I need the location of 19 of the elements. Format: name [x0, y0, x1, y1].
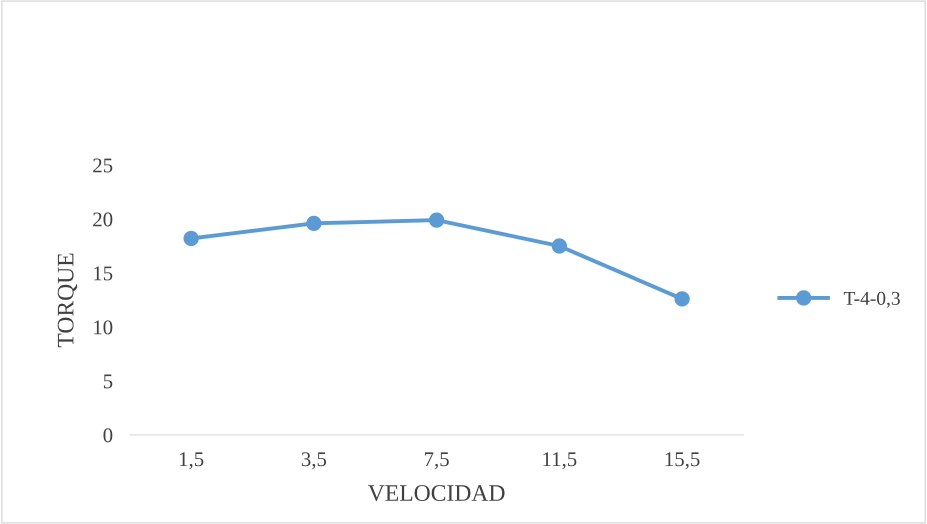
x-axis-title: VELOCIDAD — [368, 485, 505, 502]
legend-label: T-4-0,3 — [844, 292, 900, 308]
y-tick-label: 20 — [93, 212, 112, 226]
y-tick-label: 5 — [104, 374, 112, 388]
x-tick-label: 3,5 — [302, 452, 326, 470]
point — [428, 212, 444, 228]
x-tick-label: 7,5 — [424, 452, 449, 470]
point — [674, 291, 690, 307]
point — [184, 230, 199, 246]
point — [552, 238, 567, 254]
y-tick-label: 15 — [94, 266, 112, 280]
x-tick-label: 11,5 — [543, 452, 576, 470]
x-tick-label: 1,5 — [180, 452, 204, 470]
y-tick-label: 0 — [103, 428, 112, 442]
y-axis-title: TORQUE — [58, 253, 78, 348]
x-tick-label: 15,5 — [666, 452, 700, 470]
y-tick-label: 25 — [93, 158, 112, 172]
y-tick-label: 10 — [94, 320, 112, 334]
point — [306, 216, 322, 231]
